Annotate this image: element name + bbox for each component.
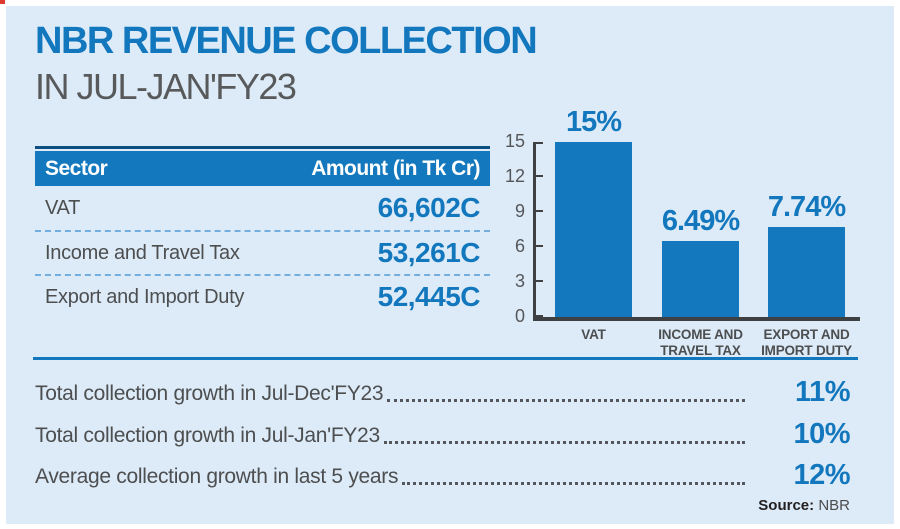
chart-plot: 0 3 6 9 12 15 15% VAT 6.49% INCOME AND TRAVEL TAX… <box>505 108 860 358</box>
y-axis-tick-label: 6 <box>514 236 525 256</box>
table-header-topline <box>35 146 490 149</box>
stat-row: Average collection growth in last 5 year… <box>35 459 851 491</box>
dotted-leader <box>383 440 745 444</box>
table-cell-sector: Export and Import Duty <box>45 285 245 308</box>
table-header-amount: Amount (in Tk Cr) <box>311 156 480 180</box>
y-axis-tick-mark <box>536 280 543 282</box>
chart-bar <box>555 142 632 317</box>
y-axis-tick-label: 9 <box>514 201 525 221</box>
page-title: NBR REVENUE COLLECTION <box>35 20 538 62</box>
table-cell-amount: 52,445C <box>377 281 481 312</box>
x-axis-category-label: VAT <box>581 327 606 342</box>
red-corner-artifact <box>0 0 5 4</box>
source-credit: Source: NBR <box>758 497 850 514</box>
source-label: Source: <box>758 497 815 514</box>
stat-label: Average collection growth in last 5 year… <box>35 465 399 489</box>
y-axis-tick-mark <box>536 245 543 247</box>
dotted-leader <box>402 481 745 485</box>
y-axis-tick-label: 15 <box>504 131 525 151</box>
source-value: NBR <box>818 497 850 514</box>
bar-value-label: 7.74% <box>767 190 846 223</box>
table-row: Income and Travel Tax 53,261C <box>35 230 490 274</box>
table-cell-sector: Income and Travel Tax <box>45 241 240 264</box>
table-header: Sector Amount (in Tk Cr) <box>35 151 490 186</box>
stat-label: Total collection growth in Jul-Jan'FY23 <box>35 424 380 448</box>
y-axis-tick-mark <box>536 175 543 177</box>
table-row: VAT 66,602C <box>35 186 490 230</box>
stat-label: Total collection growth in Jul-Dec'FY23 <box>35 382 384 406</box>
panel-background <box>6 6 894 524</box>
bar-value-label: 15% <box>565 106 622 138</box>
stat-value: 12% <box>793 459 850 491</box>
stat-value: 11% <box>795 376 850 408</box>
x-axis-category-label: EXPORT AND IMPORT DUTY <box>761 327 852 359</box>
table-row: Export and Import Duty 52,445C <box>35 274 490 318</box>
y-axis-tick-label: 12 <box>504 166 525 186</box>
stat-row: Total collection growth in Jul-Jan'FY23 … <box>35 418 851 450</box>
table-header-sector: Sector <box>45 156 108 180</box>
dotted-leader <box>387 398 745 402</box>
page-subtitle: IN JUL-JAN'FY23 <box>35 66 297 107</box>
table-body: VAT 66,602C Income and Travel Tax 53,261… <box>35 186 490 318</box>
y-axis-tick-mark <box>536 210 543 212</box>
chart-bar <box>768 226 845 317</box>
section-divider <box>33 357 858 360</box>
chart-bar <box>662 241 739 317</box>
y-axis-tick-mark <box>536 142 543 144</box>
bar-chart: 0 3 6 9 12 15 15% VAT 6.49% INCOME AND TRAVEL TAX… <box>490 100 870 362</box>
bar-value-label: 6.49% <box>661 205 740 238</box>
y-axis-tick-mark <box>536 315 543 317</box>
x-axis-category-label: INCOME AND TRAVEL TAX <box>658 327 743 359</box>
y-axis-tick-label: 3 <box>514 271 525 291</box>
stat-row: Total collection growth in Jul-Dec'FY23 … <box>35 376 851 408</box>
table-cell-amount: 53,261C <box>377 237 481 268</box>
table-cell-amount: 66,602C <box>377 192 481 223</box>
y-axis-tick-label: 0 <box>514 306 525 326</box>
stat-value: 10% <box>793 418 850 450</box>
table-cell-sector: VAT <box>45 196 81 219</box>
